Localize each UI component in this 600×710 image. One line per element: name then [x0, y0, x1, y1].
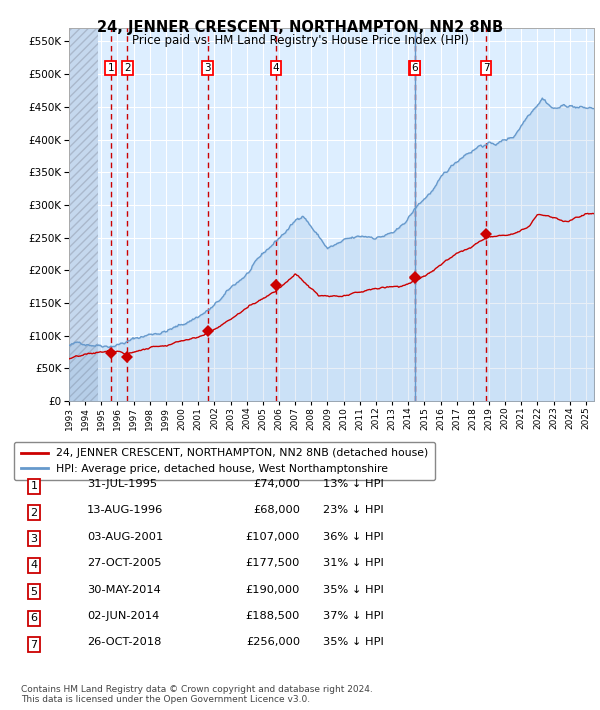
Text: £68,000: £68,000 — [253, 506, 300, 515]
Text: 1: 1 — [31, 481, 37, 491]
Text: 7: 7 — [483, 62, 490, 72]
Legend: 24, JENNER CRESCENT, NORTHAMPTON, NN2 8NB (detached house), HPI: Average price, : 24, JENNER CRESCENT, NORTHAMPTON, NN2 8N… — [14, 442, 435, 481]
Text: Price paid vs. HM Land Registry's House Price Index (HPI): Price paid vs. HM Land Registry's House … — [131, 34, 469, 47]
Text: 6: 6 — [31, 613, 37, 623]
Text: 1: 1 — [107, 62, 114, 72]
Text: 26-OCT-2018: 26-OCT-2018 — [87, 638, 161, 648]
Text: 35% ↓ HPI: 35% ↓ HPI — [323, 638, 384, 648]
Text: 24, JENNER CRESCENT, NORTHAMPTON, NN2 8NB: 24, JENNER CRESCENT, NORTHAMPTON, NN2 8N… — [97, 20, 503, 35]
Text: 03-AUG-2001: 03-AUG-2001 — [87, 532, 163, 542]
Text: Contains HM Land Registry data © Crown copyright and database right 2024.
This d: Contains HM Land Registry data © Crown c… — [21, 685, 373, 704]
Text: 02-JUN-2014: 02-JUN-2014 — [87, 611, 159, 621]
Text: 31% ↓ HPI: 31% ↓ HPI — [323, 558, 384, 568]
Text: 35% ↓ HPI: 35% ↓ HPI — [323, 584, 384, 594]
Text: 7: 7 — [31, 640, 37, 650]
Text: 27-OCT-2005: 27-OCT-2005 — [87, 558, 161, 568]
Text: 37% ↓ HPI: 37% ↓ HPI — [323, 611, 384, 621]
Text: 4: 4 — [31, 560, 37, 570]
Text: 31-JUL-1995: 31-JUL-1995 — [87, 479, 157, 489]
Text: 3: 3 — [31, 534, 37, 544]
Text: £190,000: £190,000 — [245, 584, 300, 594]
Text: £74,000: £74,000 — [253, 479, 300, 489]
Text: 2: 2 — [31, 508, 37, 518]
Text: £177,500: £177,500 — [245, 558, 300, 568]
Text: 30-MAY-2014: 30-MAY-2014 — [87, 584, 161, 594]
Text: 13-AUG-1996: 13-AUG-1996 — [87, 506, 163, 515]
Text: 4: 4 — [273, 62, 280, 72]
Text: 5: 5 — [412, 62, 418, 72]
Text: 3: 3 — [205, 62, 211, 72]
Text: 13% ↓ HPI: 13% ↓ HPI — [323, 479, 384, 489]
Bar — [69, 28, 98, 401]
Text: 36% ↓ HPI: 36% ↓ HPI — [323, 532, 384, 542]
Text: £188,500: £188,500 — [245, 611, 300, 621]
Text: £107,000: £107,000 — [245, 532, 300, 542]
Text: £256,000: £256,000 — [246, 638, 300, 648]
Text: 6: 6 — [412, 62, 418, 72]
Text: 2: 2 — [124, 62, 131, 72]
Text: 23% ↓ HPI: 23% ↓ HPI — [323, 506, 384, 515]
Text: 5: 5 — [31, 586, 37, 596]
